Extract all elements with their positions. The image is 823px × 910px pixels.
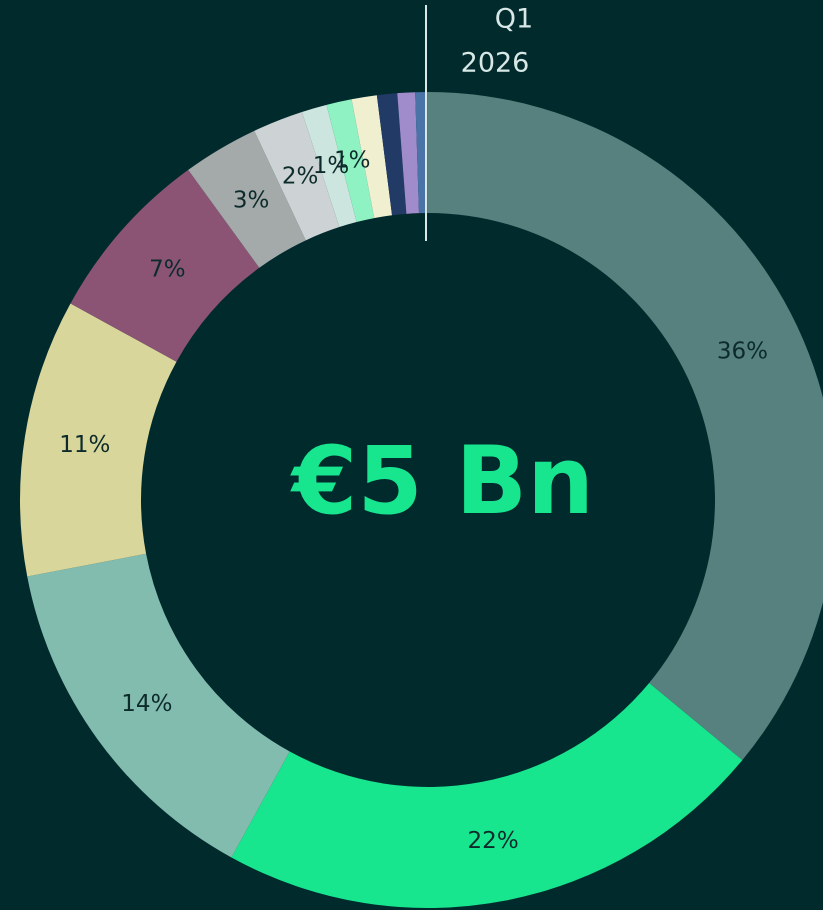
- slice: [415, 92, 428, 214]
- value-label: 36%: [717, 339, 768, 365]
- slice: [27, 553, 290, 858]
- slice: [326, 99, 375, 223]
- slice: [231, 682, 743, 909]
- slices: [19, 92, 823, 909]
- slice: [19, 303, 177, 577]
- value-label: 1%: [334, 147, 371, 173]
- value-label: 11%: [59, 432, 110, 458]
- slice: [428, 92, 823, 761]
- slice: [70, 169, 260, 362]
- period-label: Q1: [495, 4, 533, 35]
- slice: [376, 93, 407, 216]
- value-label: 7%: [149, 257, 186, 283]
- year-label: 2026: [461, 48, 530, 79]
- value-label: 1%: [313, 153, 350, 179]
- slice: [301, 104, 357, 228]
- slice: [351, 95, 393, 219]
- value-label: 22%: [468, 828, 519, 854]
- slice: [254, 111, 340, 241]
- value-label: 3%: [233, 187, 270, 213]
- value-label: 14%: [121, 691, 172, 717]
- slice: [397, 92, 419, 214]
- value-label: 2%: [282, 163, 319, 189]
- center-label: €5 Bn: [290, 427, 594, 536]
- slice: [188, 130, 306, 268]
